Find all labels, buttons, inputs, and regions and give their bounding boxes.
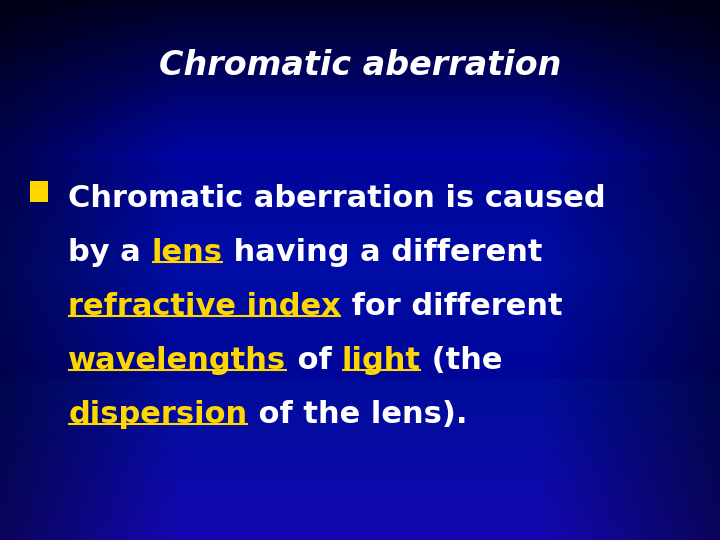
Text: of: of	[287, 346, 342, 375]
Text: dispersion: dispersion	[68, 400, 248, 429]
Text: light: light	[342, 346, 421, 375]
Text: by a: by a	[68, 238, 152, 267]
Text: for different: for different	[341, 292, 563, 321]
Text: wavelengths: wavelengths	[68, 346, 287, 375]
Text: having a different: having a different	[222, 238, 542, 267]
Text: Chromatic aberration: Chromatic aberration	[159, 49, 561, 82]
Text: (the: (the	[421, 346, 503, 375]
Text: Chromatic aberration is caused: Chromatic aberration is caused	[68, 184, 606, 213]
Text: refractive index: refractive index	[68, 292, 341, 321]
Bar	[30, 181, 48, 202]
Text: lens: lens	[152, 238, 222, 267]
Text: of the lens).: of the lens).	[248, 400, 467, 429]
